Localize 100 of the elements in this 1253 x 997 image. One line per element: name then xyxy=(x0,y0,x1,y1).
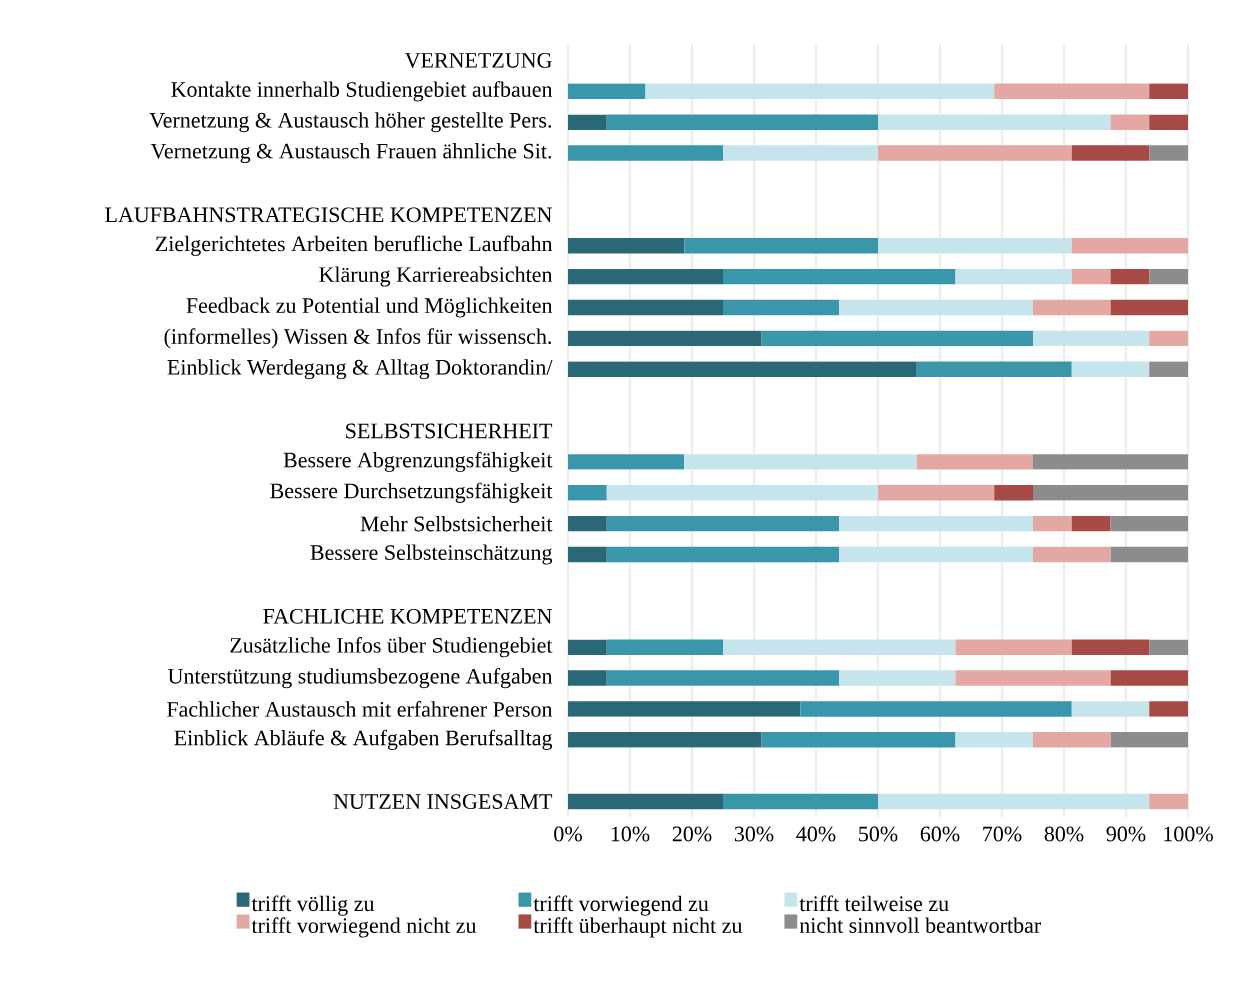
legend-label: trifft völlig zu xyxy=(251,895,375,916)
bar xyxy=(1071,145,1150,161)
bar xyxy=(723,793,878,810)
bar xyxy=(1149,145,1189,161)
bar xyxy=(878,238,1072,254)
bar xyxy=(1149,268,1189,285)
y-tick-label: Fachlicher Austausch mit erfahrener Person xyxy=(167,701,553,717)
bar xyxy=(1110,114,1150,130)
y-tick-label: Vernetzung & Austausch Frauen ähnliche Sit. xyxy=(150,143,552,164)
y-tick-label: Unterstützung studiumsbezogene Aufgaben xyxy=(168,667,553,689)
legend-label: trifft teilweise zu xyxy=(799,895,949,912)
y-tick-label: VERNETZUNG xyxy=(404,52,552,68)
y-tick-label: Klärung Karriereabsichten xyxy=(319,266,553,287)
y-tick-label: Kontakte innerhalb Studiengebiet aufbauen xyxy=(171,81,553,102)
bar xyxy=(839,670,956,686)
bar xyxy=(1033,732,1111,748)
bar xyxy=(568,670,607,686)
bar xyxy=(606,485,878,501)
bar xyxy=(645,83,995,100)
bar xyxy=(568,238,685,254)
bar xyxy=(568,330,762,347)
y-tick-label: Bessere Durchsetzungsfähigkeit xyxy=(270,482,553,503)
y-tick-label: Bessere Selbsteinschätzung xyxy=(310,544,553,565)
bar xyxy=(1071,268,1111,285)
bar xyxy=(916,454,1034,470)
bar xyxy=(800,701,1072,717)
bar xyxy=(568,145,723,161)
bar xyxy=(606,639,723,655)
bar xyxy=(606,515,840,532)
x-tick-label: 100% xyxy=(1164,826,1213,842)
bar xyxy=(1071,361,1150,377)
bar xyxy=(1110,732,1189,748)
x-tick-label: 20% xyxy=(672,826,712,842)
legend-label: trifft vorwiegend nicht zu xyxy=(251,917,477,938)
bar xyxy=(1110,268,1150,285)
x-tick-label: 10% xyxy=(611,826,650,842)
bar xyxy=(568,299,723,316)
bar xyxy=(606,670,840,686)
x-tick-label: 30% xyxy=(734,826,774,842)
x-tick-label: 50% xyxy=(859,826,898,842)
bar xyxy=(1033,515,1072,532)
bar xyxy=(723,145,878,161)
x-tick-label: 60% xyxy=(920,826,960,842)
bar xyxy=(568,639,607,655)
bar xyxy=(684,454,917,470)
y-tick-label: Vernetzung & Austausch höher gestellte Pers. xyxy=(149,112,552,133)
bar xyxy=(1071,639,1150,655)
legend-label: nicht sinnvoll beantwortbar xyxy=(799,917,1041,933)
bar xyxy=(955,639,1072,655)
bar xyxy=(878,145,1072,161)
bar xyxy=(568,454,685,470)
bar xyxy=(606,546,840,563)
bar xyxy=(568,83,646,100)
bar xyxy=(1149,114,1189,130)
bar xyxy=(568,361,917,377)
bar xyxy=(1033,454,1189,470)
y-tick-label: Zielgerichtetes Arbeiten berufliche Laufbahn xyxy=(155,235,553,256)
bar xyxy=(568,268,723,285)
y-tick-label: Einblick Abläufe & Aufgaben Berufsalltag xyxy=(174,729,553,750)
bar xyxy=(761,330,1034,347)
legend-label: trifft überhaupt nicht zu xyxy=(533,917,743,938)
bar xyxy=(1110,515,1189,532)
bar xyxy=(1033,299,1111,316)
bar xyxy=(1149,361,1189,377)
bar xyxy=(1033,485,1189,501)
bar xyxy=(839,299,1034,316)
bar xyxy=(1110,670,1189,686)
bar xyxy=(1149,793,1189,810)
bar xyxy=(568,701,801,717)
bar xyxy=(723,639,956,655)
bar xyxy=(994,485,1034,501)
bar xyxy=(761,732,956,748)
bar xyxy=(1110,546,1189,563)
x-tick-label: 80% xyxy=(1044,826,1084,842)
bar xyxy=(1149,83,1189,100)
bar xyxy=(878,793,1150,810)
bar xyxy=(955,268,1072,285)
y-tick-label: NUTZEN INSGESAMT xyxy=(333,794,553,809)
bar xyxy=(606,114,878,130)
bar xyxy=(568,114,607,130)
bar xyxy=(994,83,1150,100)
y-tick-label: Einblick Werdegang & Alltag Doktorandin/ xyxy=(167,359,553,380)
bar xyxy=(723,268,956,285)
bar xyxy=(1071,701,1150,717)
bar xyxy=(1071,238,1189,254)
x-tick-label: 70% xyxy=(983,826,1022,842)
bar xyxy=(955,732,1034,748)
bar xyxy=(839,515,1034,532)
bar xyxy=(1149,701,1189,717)
bar xyxy=(955,670,1111,686)
bar xyxy=(723,299,840,316)
bar xyxy=(839,546,1034,563)
bar xyxy=(1149,330,1189,347)
y-tick-label: SELBSTSICHERHEIT xyxy=(346,423,553,439)
y-tick-label: Feedback zu Potential und Möglichkeiten xyxy=(186,297,553,318)
bar xyxy=(878,485,995,501)
y-tick-label: (informelles) Wissen & Infos für wissensch. xyxy=(164,328,551,349)
bar xyxy=(916,361,1072,377)
bar xyxy=(684,238,878,254)
legend-label: trifft vorwiegend zu xyxy=(533,895,709,916)
